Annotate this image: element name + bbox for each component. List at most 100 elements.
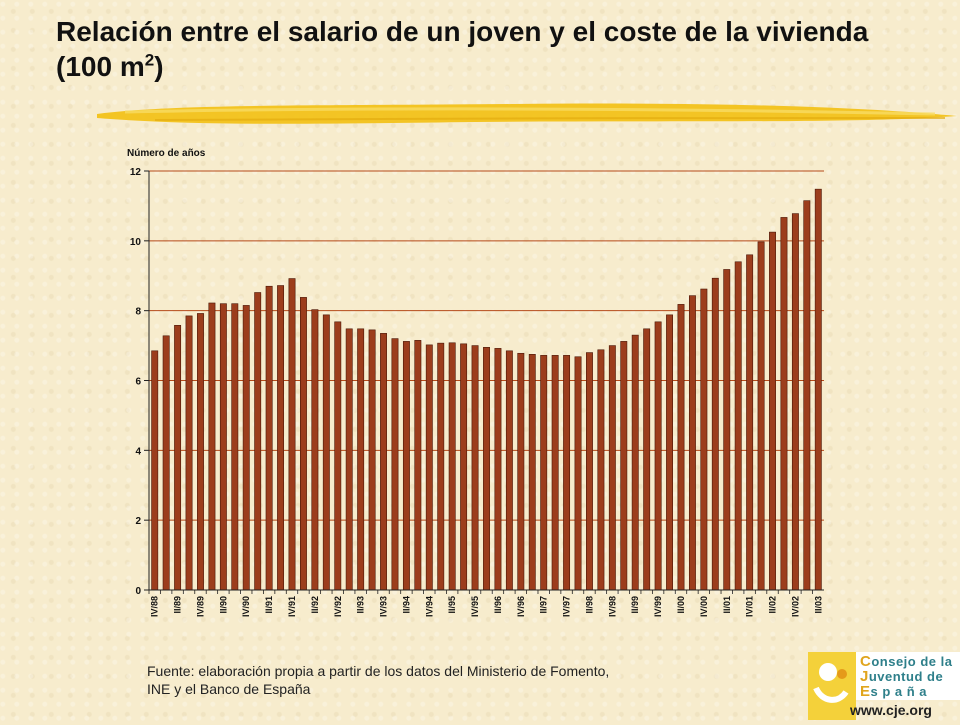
x-tick-label: IV/95 <box>470 596 480 617</box>
title-highlight-stroke <box>97 103 957 124</box>
logo-url: www.cje.org <box>850 702 932 718</box>
x-tick-label: II/94 <box>401 596 411 614</box>
y-tick-label: 2 <box>135 516 141 527</box>
bar-II/89 <box>174 325 182 591</box>
x-tick-label: IV/01 <box>745 596 755 617</box>
bar-I/97 <box>528 354 536 591</box>
bar-III/01 <box>734 261 742 591</box>
bar-IV/96 <box>517 352 525 591</box>
bar-IV/94 <box>425 344 433 591</box>
bar-II/96 <box>494 348 502 591</box>
bar-IV/99 <box>654 321 662 591</box>
x-tick-label: IV/99 <box>653 596 663 617</box>
bar-IV/91 <box>288 278 296 591</box>
bar-I/91 <box>254 292 262 591</box>
y-tick-label: 8 <box>135 307 141 318</box>
bar-III/95 <box>460 343 468 591</box>
x-tick-label: II/95 <box>447 596 457 614</box>
bar-II/92 <box>311 309 319 591</box>
x-tick-label: IV/94 <box>424 596 434 617</box>
bar-III/00 <box>688 295 696 591</box>
x-tick-label: II/00 <box>676 596 686 614</box>
bar-II/98 <box>586 352 593 591</box>
bar-II/95 <box>448 342 456 591</box>
x-tick-label: II/96 <box>493 596 503 614</box>
x-tick-label: II/90 <box>218 596 228 614</box>
bar-III/97 <box>551 355 559 591</box>
bar-I/92 <box>300 297 307 591</box>
x-tick-label: IV/96 <box>516 596 526 617</box>
x-tick-label: IV/92 <box>333 596 343 617</box>
bar-III/99 <box>643 328 651 591</box>
bar-III/94 <box>414 340 422 591</box>
logo-wordmark: Consejo de la Juventud de Es p a ñ a <box>856 652 960 700</box>
x-tick-label: IV/02 <box>790 596 800 617</box>
bar-I/95 <box>437 342 445 591</box>
bar-III/90 <box>231 303 239 591</box>
bar-II/93 <box>357 328 365 591</box>
x-tick-label: IV/93 <box>379 596 389 617</box>
bar-II/03 <box>814 188 822 591</box>
bar-III/89 <box>185 315 193 591</box>
bar-II/97 <box>540 355 548 591</box>
y-tick-label: 10 <box>130 237 142 248</box>
bar-II/90 <box>219 303 227 591</box>
bar-IV/92 <box>334 321 342 591</box>
bar-chart: Número de años 0 2 4 6 8 10 12 IV/88 II/89 IV/89 I… <box>127 148 824 617</box>
bar-IV/93 <box>380 333 387 591</box>
bar-II/02 <box>769 231 776 591</box>
cje-logo: Consejo de la Juventud de Es p a ñ a www… <box>808 652 960 720</box>
bar-III/98 <box>597 349 605 591</box>
x-tick-label: II/93 <box>356 596 366 614</box>
bar-IV/01 <box>746 254 754 591</box>
bar-I/94 <box>391 338 399 591</box>
bar-IV/00 <box>700 288 708 591</box>
x-tick-label: IV/97 <box>562 596 572 617</box>
source-line-1: Fuente: elaboración propia a partir de l… <box>147 663 610 679</box>
bar-II/99 <box>631 334 639 591</box>
slide-title: Relación entre el salario de un joven y … <box>56 16 869 82</box>
bar-I/98 <box>574 356 582 591</box>
x-tick-label: II/92 <box>310 596 320 614</box>
source-line-2: INE y el Banco de España <box>147 681 311 698</box>
y-tick-label: 0 <box>135 586 141 597</box>
bar-II/91 <box>265 285 273 591</box>
x-tick-label: II/97 <box>539 596 549 614</box>
y-tick-label: 12 <box>130 167 142 178</box>
bar-I/89 <box>162 335 170 591</box>
bar-I/00 <box>666 314 673 591</box>
bar-IV/89 <box>197 313 204 591</box>
bar-IV/90 <box>242 305 250 591</box>
bar-I/02 <box>757 241 765 591</box>
bar-III/91 <box>277 285 285 591</box>
bar-III/93 <box>368 329 376 591</box>
bar-III/02 <box>780 217 788 591</box>
bar-IV/95 <box>471 345 479 591</box>
x-tick-label: IV/00 <box>699 596 709 617</box>
x-tick-label: II/99 <box>630 596 640 614</box>
bar-IV/98 <box>608 345 616 591</box>
bar-I/03 <box>803 200 811 591</box>
bar-II/94 <box>402 341 410 591</box>
logo-mark <box>808 652 856 720</box>
x-tick-label: IV/88 <box>150 596 160 617</box>
source-note: Fuente: elaboración propia a partir de l… <box>147 662 609 698</box>
bar-II/01 <box>723 269 731 591</box>
x-tick-label: II/02 <box>768 596 778 614</box>
bar-I/93 <box>345 328 353 591</box>
x-tick-label: II/03 <box>813 596 823 614</box>
bar-III/96 <box>505 350 513 591</box>
bar-I/90 <box>208 302 216 591</box>
bar-IV/02 <box>791 213 799 591</box>
bar-I/99 <box>620 341 628 591</box>
bar-IV/97 <box>563 355 571 591</box>
x-tick-label: IV/89 <box>195 596 205 617</box>
bar-I/96 <box>483 347 490 591</box>
bar-III/92 <box>322 314 330 591</box>
y-tick-label: 4 <box>135 446 141 457</box>
x-tick-label: IV/91 <box>287 596 297 617</box>
bar-I/01 <box>711 277 719 591</box>
x-tick-label: IV/90 <box>241 596 251 617</box>
x-tick-label: II/98 <box>584 596 594 614</box>
x-tick-label: II/01 <box>722 596 732 614</box>
